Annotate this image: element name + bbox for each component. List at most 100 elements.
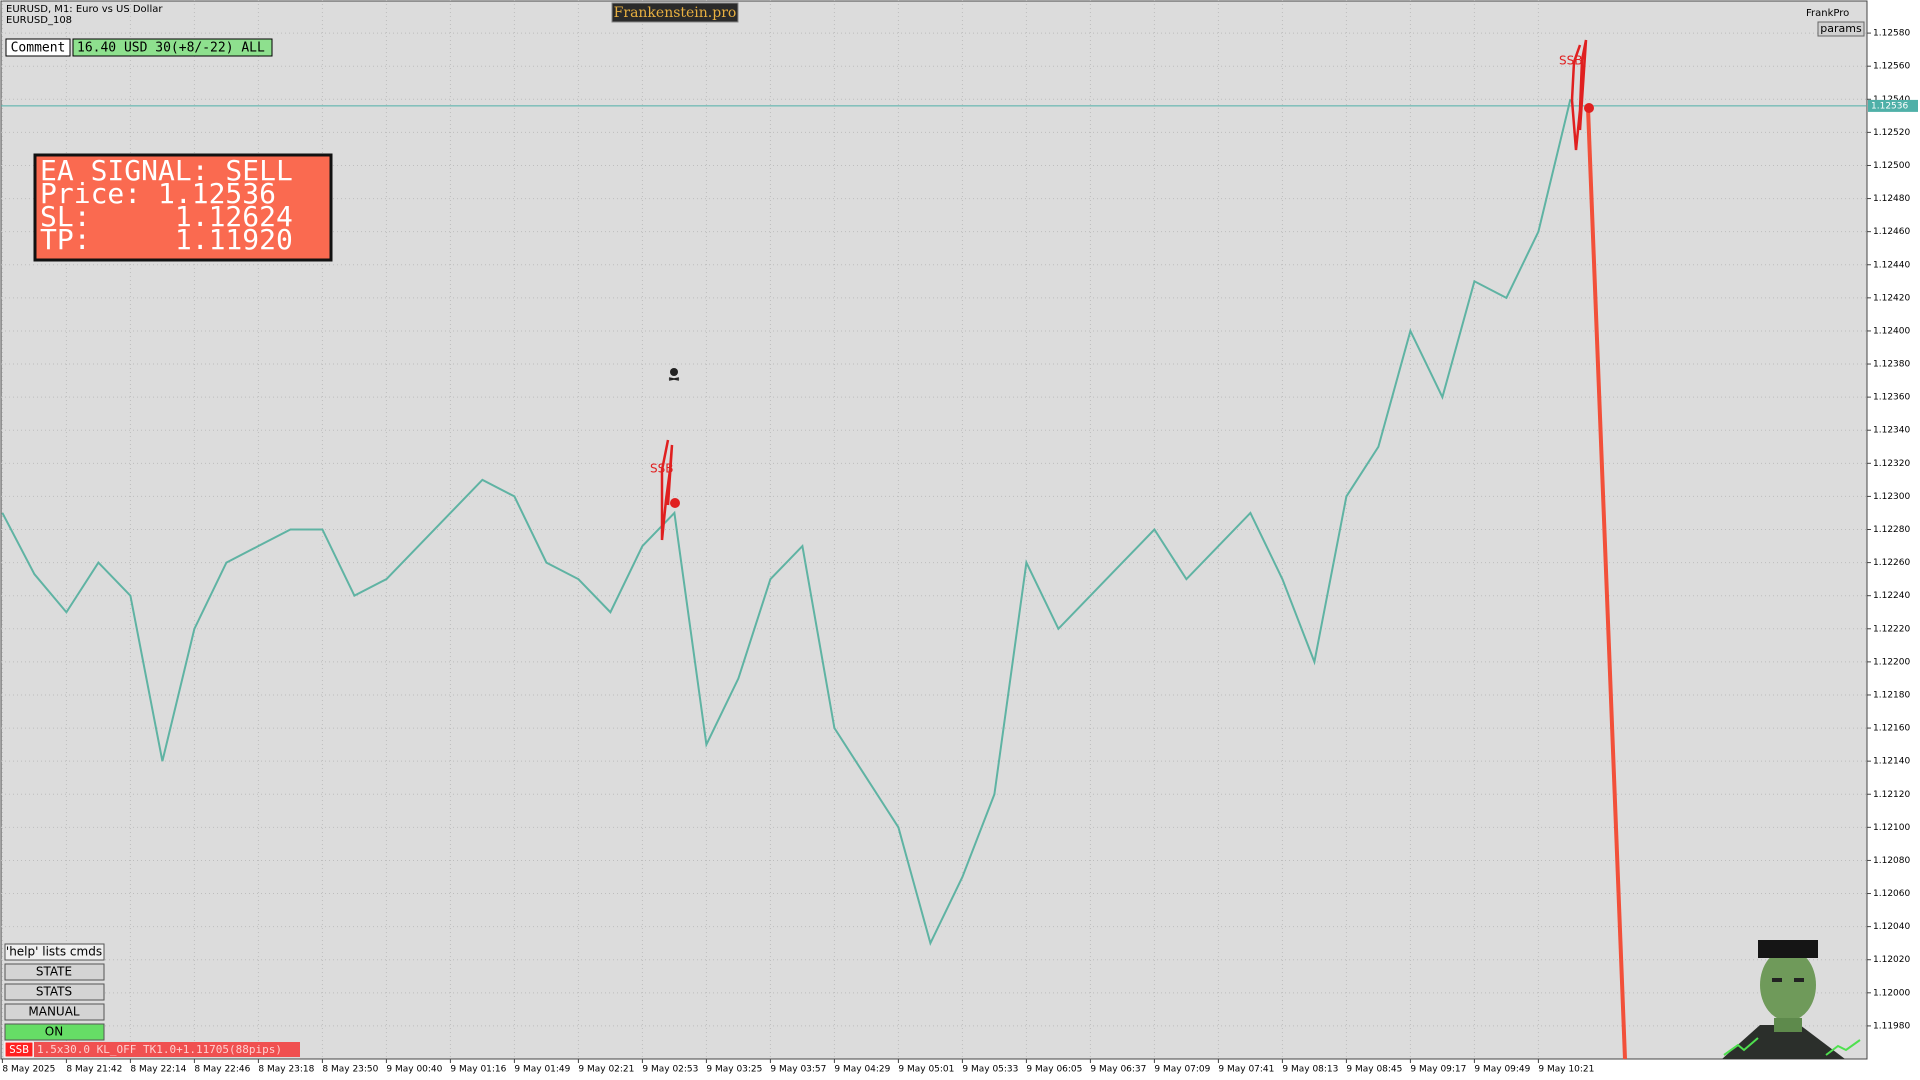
x-tick-label: 9 May 04:29 [834, 1065, 890, 1075]
y-tick-label: 1.12220 [1873, 624, 1910, 634]
y-tick-label: 1.12440 [1873, 260, 1910, 270]
signal-label: SSB [1559, 54, 1582, 68]
x-tick-label: 9 May 10:21 [1538, 1065, 1594, 1075]
comment-value: 16.40 USD 30(+8/-22) ALL [77, 41, 265, 56]
button-label[interactable]: STATS [36, 985, 72, 999]
x-tick-label: 9 May 02:21 [578, 1065, 634, 1075]
y-tick-label: 1.12520 [1873, 128, 1910, 138]
y-tick-label: 1.12200 [1873, 657, 1910, 667]
y-tick-label: 1.12260 [1873, 558, 1910, 568]
skull-icon [668, 368, 680, 381]
signal-marker [670, 498, 680, 508]
y-tick-label: 1.12480 [1873, 194, 1910, 204]
y-tick-label: 1.12180 [1873, 690, 1910, 700]
x-tick-label: 8 May 22:14 [130, 1065, 186, 1075]
y-tick-label: 1.12120 [1873, 790, 1910, 800]
x-tick-label: 9 May 03:25 [706, 1065, 762, 1075]
chart-subtitle: EURUSD_108 [6, 15, 72, 26]
x-tick-label: 9 May 01:49 [514, 1065, 570, 1075]
x-tick-label: 9 May 00:40 [386, 1065, 442, 1075]
y-tick-label: 1.12060 [1873, 889, 1910, 899]
y-tick-label: 1.11980 [1873, 1021, 1910, 1031]
y-tick-label: 1.12000 [1873, 988, 1910, 998]
y-tick-label: 1.12240 [1873, 591, 1910, 601]
button-label[interactable]: MANUAL [28, 1005, 80, 1019]
x-tick-label: 9 May 07:09 [1154, 1065, 1210, 1075]
x-tick-label: 8 May 2025 [2, 1065, 55, 1075]
button-label[interactable]: ON [45, 1025, 63, 1039]
y-tick-label: 1.12300 [1873, 492, 1910, 502]
y-tick-label: 1.12560 [1873, 62, 1910, 72]
forecast-line [1586, 107, 1627, 1060]
signal-label: SSB [650, 462, 673, 476]
comment-box [5, 38, 71, 57]
marks: 1.12536 [1, 99, 1918, 946]
button[interactable] [4, 1023, 105, 1041]
button-label[interactable]: STATE [36, 965, 72, 979]
status-tag: SSB [9, 1043, 29, 1056]
y-tick-label: 1.12360 [1873, 393, 1910, 403]
brand: Frankenstein.pro [614, 5, 737, 21]
price-line-series [1, 99, 1572, 946]
button-panel: 'help' lists cmds STATE STATS MANUAL ON [4, 943, 105, 1041]
y-tick-label: 1.12100 [1873, 823, 1910, 833]
signal-line: TP: 1.11920 [40, 223, 293, 256]
x-tick-label: 8 May 23:50 [322, 1065, 378, 1075]
y-tick-label: 1.12500 [1873, 161, 1910, 171]
y-tick-label: 1.12340 [1873, 426, 1910, 436]
y-tick-label: 1.12540 [1873, 95, 1910, 105]
x-tick-label: 9 May 08:45 [1346, 1065, 1402, 1075]
signal-loop [1570, 39, 1588, 151]
price-label-box [1868, 99, 1918, 112]
profile-name: FrankPro [1806, 8, 1849, 19]
y-tick-label: 1.12080 [1873, 856, 1910, 866]
x-tick-label: 9 May 01:16 [450, 1065, 506, 1075]
signal-line: EA SIGNAL: SELL [40, 154, 293, 187]
params-button[interactable] [1817, 21, 1865, 37]
y-tick-label: 1.12580 [1873, 29, 1910, 39]
y-tick-label: 1.12420 [1873, 293, 1910, 303]
signal-marker [1584, 103, 1594, 113]
x-tick-label: 8 May 23:18 [258, 1065, 314, 1075]
button[interactable] [4, 1003, 105, 1021]
button[interactable] [4, 943, 105, 961]
frankenstein-portrait [1722, 940, 1861, 1059]
y-tick-label: 1.12460 [1873, 227, 1910, 237]
x-tick-label: 9 May 09:17 [1410, 1065, 1466, 1075]
x-tick-label: 9 May 03:57 [770, 1065, 826, 1075]
comment-value-box [72, 38, 273, 57]
x-tick-label: 9 May 02:53 [642, 1065, 698, 1075]
x-tick-label: 9 May 06:05 [1026, 1065, 1082, 1075]
x-tick-label: 9 May 05:01 [898, 1065, 954, 1075]
price-label: 1.12536 [1871, 101, 1908, 111]
y-tick-label: 1.12280 [1873, 525, 1910, 535]
signal-box [33, 153, 333, 262]
brand-box [611, 2, 739, 23]
params-label[interactable]: params [1820, 22, 1862, 35]
y-tick-label: 1.12160 [1873, 724, 1910, 734]
status-tag-box [4, 1041, 34, 1058]
chart-title: EURUSD, M1: Euro vs US Dollar [6, 4, 163, 15]
signal-line: Price: 1.12536 [40, 177, 276, 210]
status-text: 1.5x30.0 KL_OFF TK1.0+1.11705(88pips) [37, 1043, 282, 1056]
x-tick-label: 8 May 22:46 [194, 1065, 250, 1075]
x-tick-label: 9 May 06:37 [1090, 1065, 1146, 1075]
x-tick-label: 9 May 08:13 [1282, 1065, 1338, 1075]
y-tick-label: 1.12020 [1873, 955, 1910, 965]
comment-label: Comment [11, 41, 66, 56]
button[interactable] [4, 983, 105, 1001]
x-tick-label: 9 May 09:49 [1474, 1065, 1530, 1075]
x-tick-label: 9 May 05:33 [962, 1065, 1018, 1075]
y-tick-label: 1.12040 [1873, 922, 1910, 932]
button[interactable] [4, 963, 105, 981]
signal-line: SL: 1.12624 [40, 200, 293, 233]
y-tick-label: 1.12320 [1873, 459, 1910, 469]
y-tick-label: 1.12400 [1873, 326, 1910, 336]
status-box [34, 1042, 300, 1057]
signal-loop [660, 439, 674, 541]
x-tick-label: 9 May 07:41 [1218, 1065, 1274, 1075]
button-label[interactable]: 'help' lists cmds [6, 945, 102, 959]
y-tick-label: 1.12140 [1873, 757, 1910, 767]
